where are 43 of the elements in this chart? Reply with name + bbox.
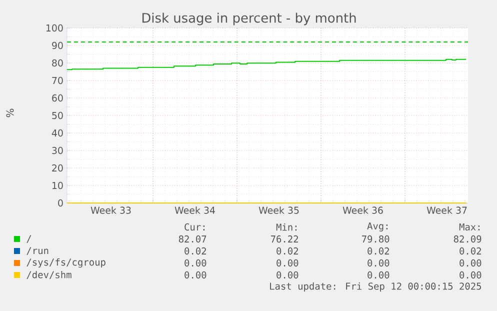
text: Last update: Fri Sep 12 00:00:15 2025 xyxy=(270,282,482,292)
text: 82.09 xyxy=(454,235,482,243)
legend-label: /sys/fs/cgroup xyxy=(26,258,106,268)
text: 0.00 xyxy=(184,259,206,267)
y-tick-label: 40 xyxy=(52,129,63,137)
legend-label: /run xyxy=(26,247,48,255)
x-tick-label: Week 34 xyxy=(174,206,215,214)
text: 0.00 xyxy=(368,271,390,279)
text: 0.00 xyxy=(368,259,390,267)
text: 76.22 xyxy=(270,235,298,243)
x-tick-label: Week 33 xyxy=(90,206,131,214)
y-tick-label: 70 xyxy=(52,76,63,84)
text: 0.00 xyxy=(276,259,298,267)
y-tick-label: 30 xyxy=(52,146,63,154)
y-tick-label: 80 xyxy=(52,59,63,67)
legend-label: /dev/shm xyxy=(26,270,72,280)
legend-label: / xyxy=(26,235,32,243)
text: 0.00 xyxy=(184,271,206,279)
text: 0.00 xyxy=(276,271,298,279)
chart-title: Disk usage in percent - by month xyxy=(142,12,356,26)
text: Avg: xyxy=(367,222,388,232)
text: Max: xyxy=(459,223,480,231)
text: 79.80 xyxy=(362,235,390,243)
text: Cur: xyxy=(184,223,205,231)
y-axis-title: % xyxy=(6,108,14,118)
x-tick-label: Week 36 xyxy=(342,206,383,214)
text: 0.02 xyxy=(368,247,389,255)
text: 0.00 xyxy=(460,271,482,279)
text: 0.02 xyxy=(184,247,206,255)
x-tick-label: Week 35 xyxy=(258,206,299,214)
y-tick-label: 90 xyxy=(52,42,63,50)
text: 0.02 xyxy=(460,247,481,255)
text: 0.02 xyxy=(276,247,298,255)
y-tick-label: 0 xyxy=(58,199,63,207)
y-tick-label: 60 xyxy=(52,94,63,102)
text: 82.07 xyxy=(178,235,206,243)
y-tick-label: 50 xyxy=(52,112,63,120)
y-tick-label: 20 xyxy=(52,164,63,172)
x-tick-label: Week 37 xyxy=(426,206,467,214)
y-tick-label: 10 xyxy=(52,182,63,190)
y-tick-label: 100 xyxy=(46,24,63,32)
text: Min: xyxy=(276,223,297,231)
text: 0.00 xyxy=(460,259,482,267)
